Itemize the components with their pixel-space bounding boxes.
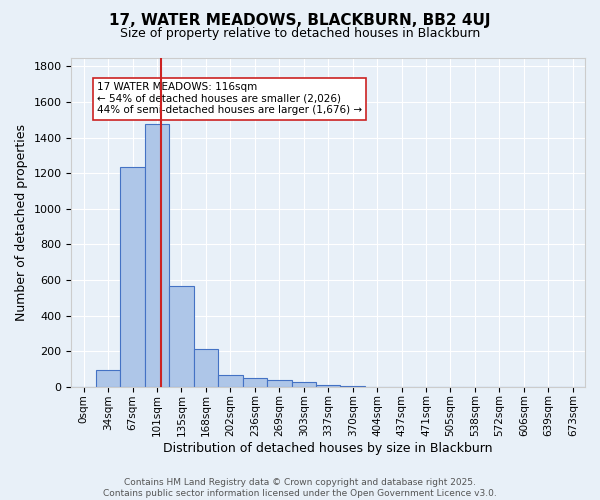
Bar [316,385,340,386]
Bar [169,286,194,386]
Bar [218,376,242,386]
Bar [145,124,169,386]
Bar [194,349,218,387]
Bar [96,370,121,386]
Y-axis label: Number of detached properties: Number of detached properties [15,124,28,320]
Bar [121,168,145,386]
Text: 17, WATER MEADOWS, BLACKBURN, BB2 4UJ: 17, WATER MEADOWS, BLACKBURN, BB2 4UJ [109,12,491,28]
Bar [267,380,292,386]
X-axis label: Distribution of detached houses by size in Blackburn: Distribution of detached houses by size … [163,442,493,455]
Text: Contains HM Land Registry data © Crown copyright and database right 2025.
Contai: Contains HM Land Registry data © Crown c… [103,478,497,498]
Text: Size of property relative to detached houses in Blackburn: Size of property relative to detached ho… [120,28,480,40]
Bar [292,382,316,386]
Text: 17 WATER MEADOWS: 116sqm
← 54% of detached houses are smaller (2,026)
44% of sem: 17 WATER MEADOWS: 116sqm ← 54% of detach… [97,82,362,116]
Bar [242,378,267,386]
